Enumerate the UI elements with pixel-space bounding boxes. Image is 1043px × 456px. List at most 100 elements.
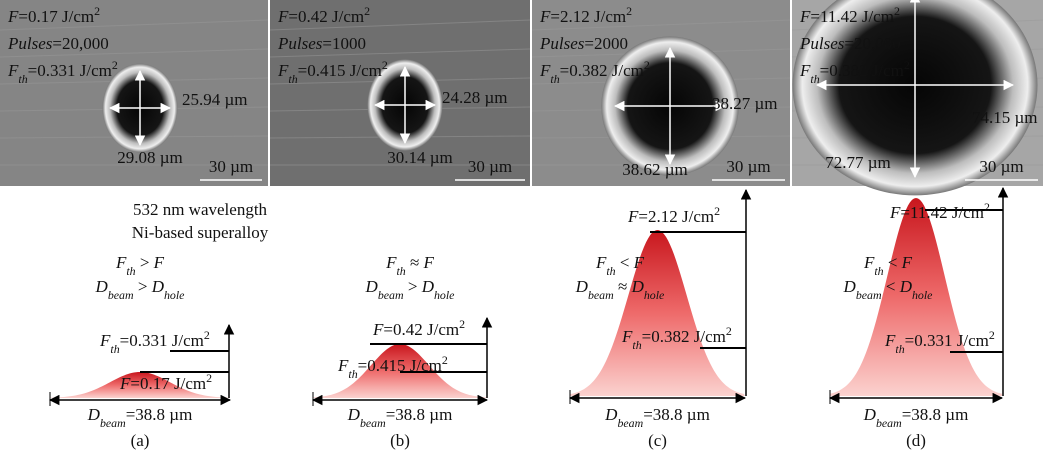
peak-fluence-part: 2 — [459, 317, 465, 331]
threshold-fluence-part: 2 — [726, 324, 732, 338]
relation-part: hole — [912, 288, 933, 302]
relation-part: F — [423, 253, 435, 272]
beam-diameter-part: D — [87, 405, 101, 424]
micrograph-param-part: th — [288, 72, 297, 86]
relation-part: > — [404, 277, 422, 296]
micrograph-param-part: 2 — [364, 4, 370, 18]
micrograph-param: Pulses=20,000 — [7, 34, 109, 53]
micrograph-param-part: 2 — [94, 4, 100, 18]
peak-fluence-part: F — [119, 374, 131, 393]
scale-label: 30 µm — [726, 157, 770, 176]
peak-fluence-part: =2.12 J/cm — [638, 207, 714, 226]
micrograph-param-part: =0.331 J/cm — [28, 61, 112, 80]
threshold-fluence-part: F — [621, 327, 633, 346]
micrograph-param-part: th — [18, 72, 27, 86]
relation-part: beam — [856, 288, 882, 302]
relation-part: F — [385, 253, 397, 272]
relation-part: < — [616, 253, 634, 272]
peak-fluence: F=0.42 J/cm2 — [372, 317, 465, 339]
peak-fluence: F=2.12 J/cm2 — [627, 204, 720, 226]
micrograph-param: Pulses=1000 — [277, 34, 366, 53]
micrograph-param-part: =0.415 J/cm — [298, 61, 382, 80]
relation-part: F — [901, 253, 913, 272]
micrograph-param-part: 2 — [626, 4, 632, 18]
micrograph-param-part: =0.17 J/cm — [18, 7, 94, 26]
intro-line: 532 nm wavelength — [133, 200, 268, 219]
threshold-fluence-part: 2 — [204, 328, 210, 342]
beam-diameter-part: D — [347, 405, 361, 424]
peak-fluence-part: F — [627, 207, 639, 226]
micrograph-param-part: Pulses — [799, 34, 845, 53]
peak-fluence-part: =0.42 J/cm — [383, 320, 459, 339]
panel-label: (c) — [648, 431, 667, 450]
relation: Dbeam > Dhole — [95, 277, 186, 302]
threshold-fluence-part: =0.331 J/cm — [120, 331, 204, 350]
horizontal-diameter: 25.94 µm — [182, 90, 248, 109]
beam-diameter-part: beam — [360, 416, 386, 430]
micrograph-param-part: F — [539, 61, 551, 80]
threshold-fluence-part: =0.415 J/cm — [358, 356, 442, 375]
peak-fluence-part: 2 — [206, 371, 212, 385]
micrograph-param-part: F — [7, 61, 19, 80]
peak-fluence-part: =0.17 J/cm — [130, 374, 206, 393]
micrograph-param-part: =0.42 J/cm — [288, 7, 364, 26]
relation-part: > — [134, 277, 152, 296]
micrograph-param-part: th — [810, 72, 819, 86]
relation-part: D — [151, 277, 165, 296]
micrograph-param: F=0.42 J/cm2 — [277, 4, 370, 26]
relation-part: D — [575, 277, 589, 296]
micrograph-param-part: =11.42 J/cm — [810, 7, 894, 26]
micrograph-param-part: F — [277, 7, 289, 26]
micrograph-param: Pulses=20,000 — [799, 34, 901, 53]
beam-diameter: Dbeam=38.8 µm — [87, 405, 193, 430]
relation-part: F — [153, 253, 165, 272]
beam-diameter: Dbeam=38.8 µm — [347, 405, 453, 430]
peak-fluence-part: F — [889, 203, 901, 222]
relation-part: ≈ — [406, 253, 424, 272]
relation-part: beam — [108, 288, 134, 302]
peak-fluence-part: 2 — [714, 204, 720, 218]
micrograph-param: F=2.12 J/cm2 — [539, 4, 632, 26]
beam-diameter: Dbeam=38.8 µm — [604, 405, 710, 430]
peak-fluence-part: 2 — [984, 200, 990, 214]
micrograph-param-part: 2 — [904, 58, 910, 72]
micrograph-param-part: F — [799, 61, 811, 80]
relation-part: F — [633, 253, 645, 272]
panel-label: (d) — [906, 431, 926, 450]
relation-part: < — [884, 253, 902, 272]
beam-diameter-part: D — [604, 405, 618, 424]
peak-fluence: F=11.42 J/cm2 — [889, 200, 990, 222]
micrograph-param-part: =0.382 J/cm — [560, 61, 644, 80]
horizontal-diameter: 24.28 µm — [442, 88, 508, 107]
micrograph-param-part: Pulses — [7, 34, 53, 53]
micrograph-param-part: Pulses — [539, 34, 585, 53]
peak-fluence-part: F — [372, 320, 384, 339]
relation-part: F — [115, 253, 127, 272]
horizontal-diameter: 38.27 µm — [712, 94, 778, 113]
relation-part: ≈ — [614, 277, 632, 296]
micrograph-param-part: Pulses — [277, 34, 323, 53]
vertical-diameter: 30.14 µm — [387, 148, 453, 167]
micrograph-param-part: =2.12 J/cm — [550, 7, 626, 26]
relation: Dbeam > Dhole — [365, 277, 456, 302]
micrograph-param-part: =20,000 — [844, 34, 900, 53]
relation-part: D — [631, 277, 645, 296]
micrograph-param-part: =2000 — [584, 34, 628, 53]
threshold-fluence-part: th — [895, 342, 904, 356]
micrograph-param-part: =0.382 J/cm — [820, 61, 904, 80]
peak-fluence-part: =11.42 J/cm — [900, 203, 984, 222]
relation-part: hole — [644, 288, 665, 302]
threshold-fluence-part: 2 — [989, 328, 995, 342]
threshold-fluence-part: F — [337, 356, 349, 375]
micrograph-param-part: =1000 — [322, 34, 366, 53]
micrograph-param-part: =20,000 — [52, 34, 108, 53]
relation-part: D — [365, 277, 379, 296]
horizontal-diameter: 74.15 µm — [972, 108, 1038, 127]
relation: Fth > F — [115, 253, 165, 278]
relation-part: th — [606, 264, 615, 278]
relation-part: hole — [164, 288, 185, 302]
micrograph-param-part: F — [277, 61, 289, 80]
relation-part: D — [95, 277, 109, 296]
micrograph-param: F=0.17 J/cm2 — [7, 4, 100, 26]
micrograph-param: F=11.42 J/cm2 — [799, 4, 900, 26]
